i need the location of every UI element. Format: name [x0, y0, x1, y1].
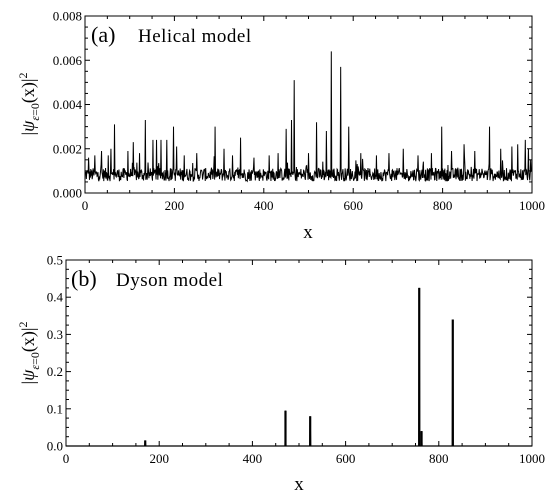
panel-b-label: (b) [71, 266, 97, 291]
panel-b-x-tick-label: 600 [336, 451, 356, 466]
panel-b-y-tick-label: 0.3 [47, 327, 63, 342]
svg-text:|ψε=0(x)|2: |ψε=0(x)|2 [16, 322, 42, 385]
panel-b-y-tick-label: 0.1 [47, 401, 63, 416]
panel-a-y-tick-label: 0.000 [53, 186, 82, 201]
panel-a-helical-model: 0 200 400 600 800 1000 0.000 0.002 0.004 0.006 0.0… [16, 9, 545, 244]
panel-a-x-tick-label: 800 [433, 198, 453, 213]
panel-b-x-tick-label: 200 [149, 451, 169, 466]
panel-b-y-tick-label: 0.4 [47, 290, 64, 305]
panel-a-x-tick-label: 0 [82, 198, 89, 213]
panel-a-data-trace [84, 51, 533, 183]
panel-b-x-tick-label: 1000 [519, 451, 545, 466]
panel-a-x-tick-label: 400 [254, 198, 274, 213]
panel-a-series-line [84, 51, 533, 183]
panel-b-y-tick-label: 0.2 [47, 364, 63, 379]
panel-a-y-tick-label: 0.008 [53, 9, 82, 24]
panel-a-y-tick-label: 0.006 [53, 53, 83, 68]
panel-b-series-line [66, 287, 532, 447]
panel-b-y-axis-label: |ψε=0(x)|2 [16, 322, 42, 385]
panel-a-label: (a) [91, 22, 115, 47]
panel-a-x-tick-label: 1000 [519, 198, 545, 213]
panel-a-y-axis-label: |ψε=0(x)|2 [16, 73, 42, 136]
svg-text:|ψε=0(x)|2: |ψε=0(x)|2 [16, 73, 42, 136]
panel-b-x-tick-label: 400 [243, 451, 263, 466]
panel-a-y-tick-label: 0.002 [53, 141, 82, 156]
panel-a-x-tick-label: 600 [343, 198, 363, 213]
panel-a-x-axis-label: x [303, 222, 313, 243]
panel-a-x-tick-label: 200 [165, 198, 185, 213]
panel-b-x-axis-label: x [294, 474, 304, 495]
panel-a-ticks: 0 200 400 600 800 1000 0.000 0.002 0.004 0.006 0.0… [53, 9, 545, 214]
panel-b-ticks: 0 200 400 600 800 1000 0.0 0.1 0.2 0.3 0.4 0.5 [47, 253, 545, 467]
panel-b-y-tick-label: 0.5 [47, 253, 63, 268]
panel-b-x-tick-label: 0 [63, 451, 70, 466]
panel-a-y-tick-label: 0.004 [53, 97, 83, 112]
panel-b-x-tick-label: 800 [429, 451, 449, 466]
panel-a-title: Helical model [138, 26, 252, 47]
panel-b-data-trace [66, 287, 532, 447]
panel-b-y-tick-label: 0.0 [47, 439, 63, 454]
panel-b-title: Dyson model [116, 270, 223, 291]
